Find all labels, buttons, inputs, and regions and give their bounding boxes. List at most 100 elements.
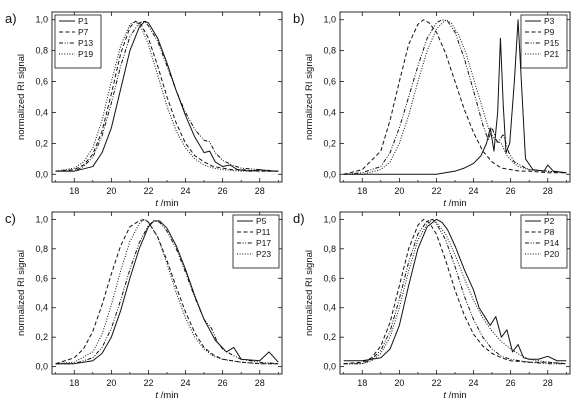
x-axis-label: t /min — [155, 198, 178, 209]
x-tick-label: 20 — [394, 378, 404, 388]
y-tick-label: 0,4 — [35, 107, 48, 117]
y-tick-label: 0,4 — [35, 303, 48, 313]
y-axis-label: normalized RI signal — [16, 54, 27, 140]
y-tick-label: 0,6 — [323, 77, 336, 87]
y-tick-label: 0,6 — [35, 273, 48, 283]
x-tick-label: 18 — [357, 378, 367, 388]
y-tick-label: 0,6 — [35, 77, 48, 87]
x-axis-label: t /min — [443, 390, 466, 401]
y-tick-label: 0,0 — [323, 362, 336, 372]
x-tick-label: 22 — [431, 378, 441, 388]
panel-letter: a) — [5, 11, 17, 26]
x-tick-label: 20 — [106, 186, 116, 196]
y-tick-label: 0,8 — [35, 46, 48, 56]
series-line-P17 — [55, 220, 279, 365]
y-tick-label: 0,2 — [35, 138, 48, 148]
x-tick-label: 28 — [255, 186, 265, 196]
chart-panel-3: c) 18 20 22 24 26 28 0,0 0,2 0,4 0,6 0,8 1,0 t /min no… — [5, 211, 283, 401]
y-tick-label: 0,6 — [323, 273, 336, 283]
legend-entry-P15: P15 — [544, 38, 559, 48]
x-tick-label: 22 — [431, 186, 441, 196]
series-line-P5 — [55, 220, 279, 365]
y-tick-label: 1,0 — [35, 15, 48, 25]
panel-letter: c) — [5, 211, 16, 226]
series-line-P23 — [55, 218, 279, 365]
x-axis-label: t /min — [155, 390, 178, 401]
x-axis-label-variable: t — [443, 390, 446, 401]
legend-entry-P23: P23 — [256, 249, 271, 259]
x-axis-label-variable: t — [443, 198, 446, 209]
x-tick-label: 26 — [506, 378, 516, 388]
x-tick-label: 24 — [181, 378, 191, 388]
x-tick-label: 22 — [143, 378, 153, 388]
y-tick-label: 0,2 — [323, 332, 336, 342]
y-tick-label: 0,8 — [323, 244, 336, 254]
chart-panel-4: d) 18 20 22 24 26 28 0,0 0,2 0,4 0,6 0,8 1,0 t /min no… — [293, 211, 571, 401]
legend-entry-P13: P13 — [78, 38, 93, 48]
legend-entry-P14: P14 — [544, 238, 559, 248]
x-axis-label-unit: /min — [158, 198, 179, 209]
legend-entry-P9: P9 — [544, 27, 555, 37]
legend-box — [54, 14, 102, 69]
y-axis-label: normalized RI signal — [304, 250, 315, 336]
legend-box — [520, 14, 568, 69]
x-tick-label: 24 — [469, 186, 479, 196]
x-tick-label: 26 — [218, 186, 228, 196]
y-axis-label: normalized RI signal — [16, 250, 27, 336]
x-axis-label-unit: /min — [446, 390, 467, 401]
series-line-P14 — [343, 218, 567, 365]
x-tick-label: 18 — [357, 186, 367, 196]
series-line-P2 — [343, 218, 567, 362]
series-line-P20 — [343, 218, 567, 365]
legend-box — [232, 214, 280, 269]
x-axis-label-variable: t — [155, 198, 158, 209]
series-line-P13 — [55, 20, 279, 172]
legend-entry-P7: P7 — [78, 27, 89, 37]
legend-box — [520, 214, 568, 269]
y-tick-label: 0,4 — [323, 303, 336, 313]
legend-entry-P19: P19 — [78, 49, 93, 59]
y-tick-label: 1,0 — [35, 214, 48, 224]
x-tick-label: 26 — [506, 186, 516, 196]
legend-entry-P20: P20 — [544, 249, 559, 259]
x-axis-label-unit: /min — [158, 390, 179, 401]
legend-entry-P1: P1 — [78, 16, 89, 26]
x-tick-label: 28 — [543, 186, 553, 196]
series-line-P8 — [343, 218, 567, 365]
x-tick-label: 20 — [106, 378, 116, 388]
x-axis-label-unit: /min — [446, 198, 467, 209]
legend-entry-P11: P11 — [256, 227, 271, 237]
y-tick-label: 0,2 — [35, 332, 48, 342]
legend-entry-P2: P2 — [544, 216, 555, 226]
series-line-P15 — [343, 19, 567, 175]
y-tick-label: 0,4 — [323, 107, 336, 117]
series-line-P9 — [343, 19, 567, 175]
y-tick-label: 1,0 — [323, 15, 336, 25]
y-tick-label: 1,0 — [323, 214, 336, 224]
x-tick-label: 28 — [255, 378, 265, 388]
series-line-P21 — [343, 19, 567, 175]
chart-panel-2: b) 18 20 22 24 26 28 0,0 0,2 0,4 0,6 0,8 1,0 t /min no… — [293, 11, 571, 209]
legend-entry-P17: P17 — [256, 238, 271, 248]
y-tick-label: 0,0 — [323, 169, 336, 179]
series-line-P7 — [55, 20, 279, 172]
x-tick-label: 24 — [469, 378, 479, 388]
x-tick-label: 22 — [143, 186, 153, 196]
panel-letter: d) — [293, 211, 305, 226]
x-tick-label: 28 — [543, 378, 553, 388]
x-tick-label: 24 — [181, 186, 191, 196]
y-tick-label: 0,8 — [323, 46, 336, 56]
series-line-P11 — [55, 218, 279, 365]
legend-entry-P5: P5 — [256, 216, 267, 226]
x-tick-label: 18 — [69, 378, 79, 388]
y-tick-label: 0,2 — [323, 138, 336, 148]
legend-entry-P3: P3 — [544, 16, 555, 26]
x-tick-label: 26 — [218, 378, 228, 388]
y-tick-label: 0,0 — [35, 362, 48, 372]
chart-panel-1: a) 18 20 22 24 26 28 0,0 0,2 0,4 0,6 0,8 1,0 t /min no… — [5, 11, 283, 209]
legend-entry-P8: P8 — [544, 227, 555, 237]
